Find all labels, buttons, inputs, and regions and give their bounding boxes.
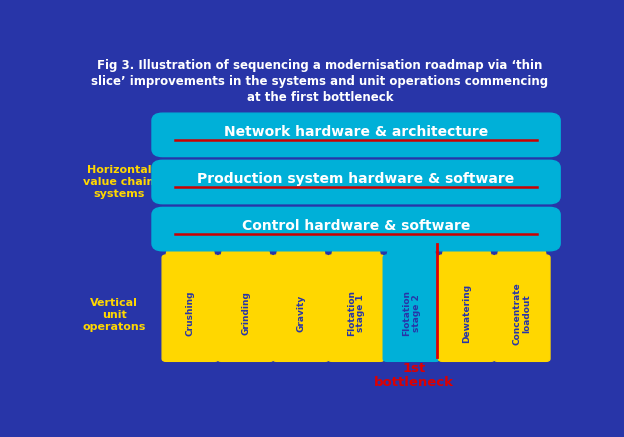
Text: Crushing: Crushing [186,291,195,336]
Text: Dewatering: Dewatering [462,284,471,343]
Text: 1st
bottleneck: 1st bottleneck [374,362,454,389]
Text: Flotation
stage 1: Flotation stage 1 [347,290,366,336]
Polygon shape [276,234,325,258]
FancyBboxPatch shape [152,160,560,204]
Text: Horizontal
value chain
systems: Horizontal value chain systems [84,165,155,199]
FancyBboxPatch shape [217,255,274,361]
FancyBboxPatch shape [152,208,560,251]
FancyBboxPatch shape [494,255,550,361]
Text: Concentrate
loadout: Concentrate loadout [512,282,531,345]
Polygon shape [387,234,436,258]
Text: Flotation
stage 2: Flotation stage 2 [402,290,421,336]
FancyBboxPatch shape [383,255,439,361]
Text: Vertical
unit
operatons: Vertical unit operatons [82,298,146,332]
Polygon shape [332,234,380,258]
Text: Control hardware & software: Control hardware & software [242,219,470,233]
Polygon shape [497,234,546,258]
Text: Production system hardware & software: Production system hardware & software [197,172,515,186]
Text: Network hardware & architecture: Network hardware & architecture [224,125,488,139]
FancyBboxPatch shape [328,255,384,361]
FancyBboxPatch shape [162,255,218,361]
Text: Grinding: Grinding [241,291,250,335]
FancyBboxPatch shape [152,113,560,156]
Text: Fig 3. Illustration of sequencing a modernisation roadmap via ‘thin
slice’ impro: Fig 3. Illustration of sequencing a mode… [91,59,548,104]
FancyBboxPatch shape [273,255,329,361]
Polygon shape [442,234,491,258]
FancyBboxPatch shape [439,255,495,361]
Polygon shape [166,234,215,258]
Polygon shape [222,234,270,258]
Text: Gravity: Gravity [296,295,305,332]
